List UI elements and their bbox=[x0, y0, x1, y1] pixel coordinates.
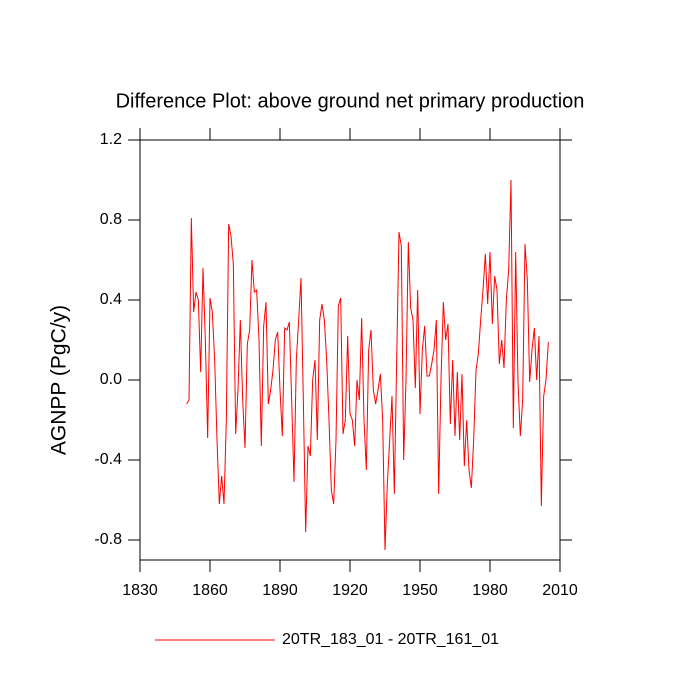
data-line bbox=[186, 179, 549, 551]
x-tick-label: 1890 bbox=[262, 582, 298, 599]
y-tick-label: 1.2 bbox=[100, 131, 122, 148]
chart-title: Difference Plot: above ground net primar… bbox=[116, 90, 585, 112]
plot-frame bbox=[139, 139, 561, 561]
x-tick-label: 1860 bbox=[192, 582, 228, 599]
y-tick-label: -0.4 bbox=[94, 451, 122, 468]
y-axis-label: AGNPP (PgC/y) bbox=[48, 305, 71, 455]
x-tick-label: 1920 bbox=[332, 582, 368, 599]
x-tick-label: 1950 bbox=[402, 582, 438, 599]
y-tick-label: 0.8 bbox=[100, 211, 122, 228]
x-tick-label: 2010 bbox=[542, 582, 578, 599]
legend-label: 20TR_183_01 - 20TR_161_01 bbox=[282, 631, 499, 648]
y-tick-label: 0.4 bbox=[100, 291, 122, 308]
x-tick-label: 1980 bbox=[472, 582, 508, 599]
y-tick-label: 0.0 bbox=[100, 371, 122, 388]
x-tick-label: 1830 bbox=[122, 582, 158, 599]
y-tick-label: -0.8 bbox=[94, 531, 122, 548]
